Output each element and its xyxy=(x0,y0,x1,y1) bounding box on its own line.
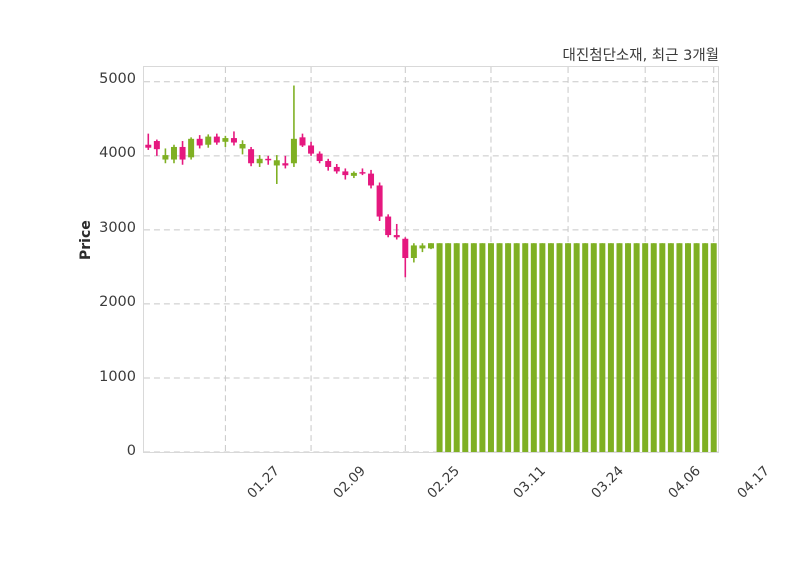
x-tick-label: 04.17 xyxy=(734,463,773,502)
plot-area xyxy=(143,66,719,453)
x-tick-label: 01.27 xyxy=(243,463,283,502)
y-tick-label: 4000 xyxy=(99,145,136,162)
y-axis-tick-labels: 0 1000 2000 3000 4000 5000 xyxy=(0,0,136,575)
y-tick-label: 2000 xyxy=(99,294,136,311)
x-tick-label: 02.25 xyxy=(424,463,464,502)
x-tick-label: 02.09 xyxy=(329,463,369,502)
y-tick-label: 3000 xyxy=(99,219,136,236)
chart-title: 대진첨단소재, 최근 3개월 xyxy=(562,48,719,64)
y-tick-label: 1000 xyxy=(99,368,136,385)
x-tick-label: 03.11 xyxy=(510,463,550,502)
candlestick-series xyxy=(145,85,717,452)
y-tick-label: 5000 xyxy=(99,70,136,87)
x-tick-label: 04.06 xyxy=(665,463,704,502)
y-tick-label: 0 xyxy=(126,443,136,459)
x-tick-label: 03.24 xyxy=(587,463,627,502)
